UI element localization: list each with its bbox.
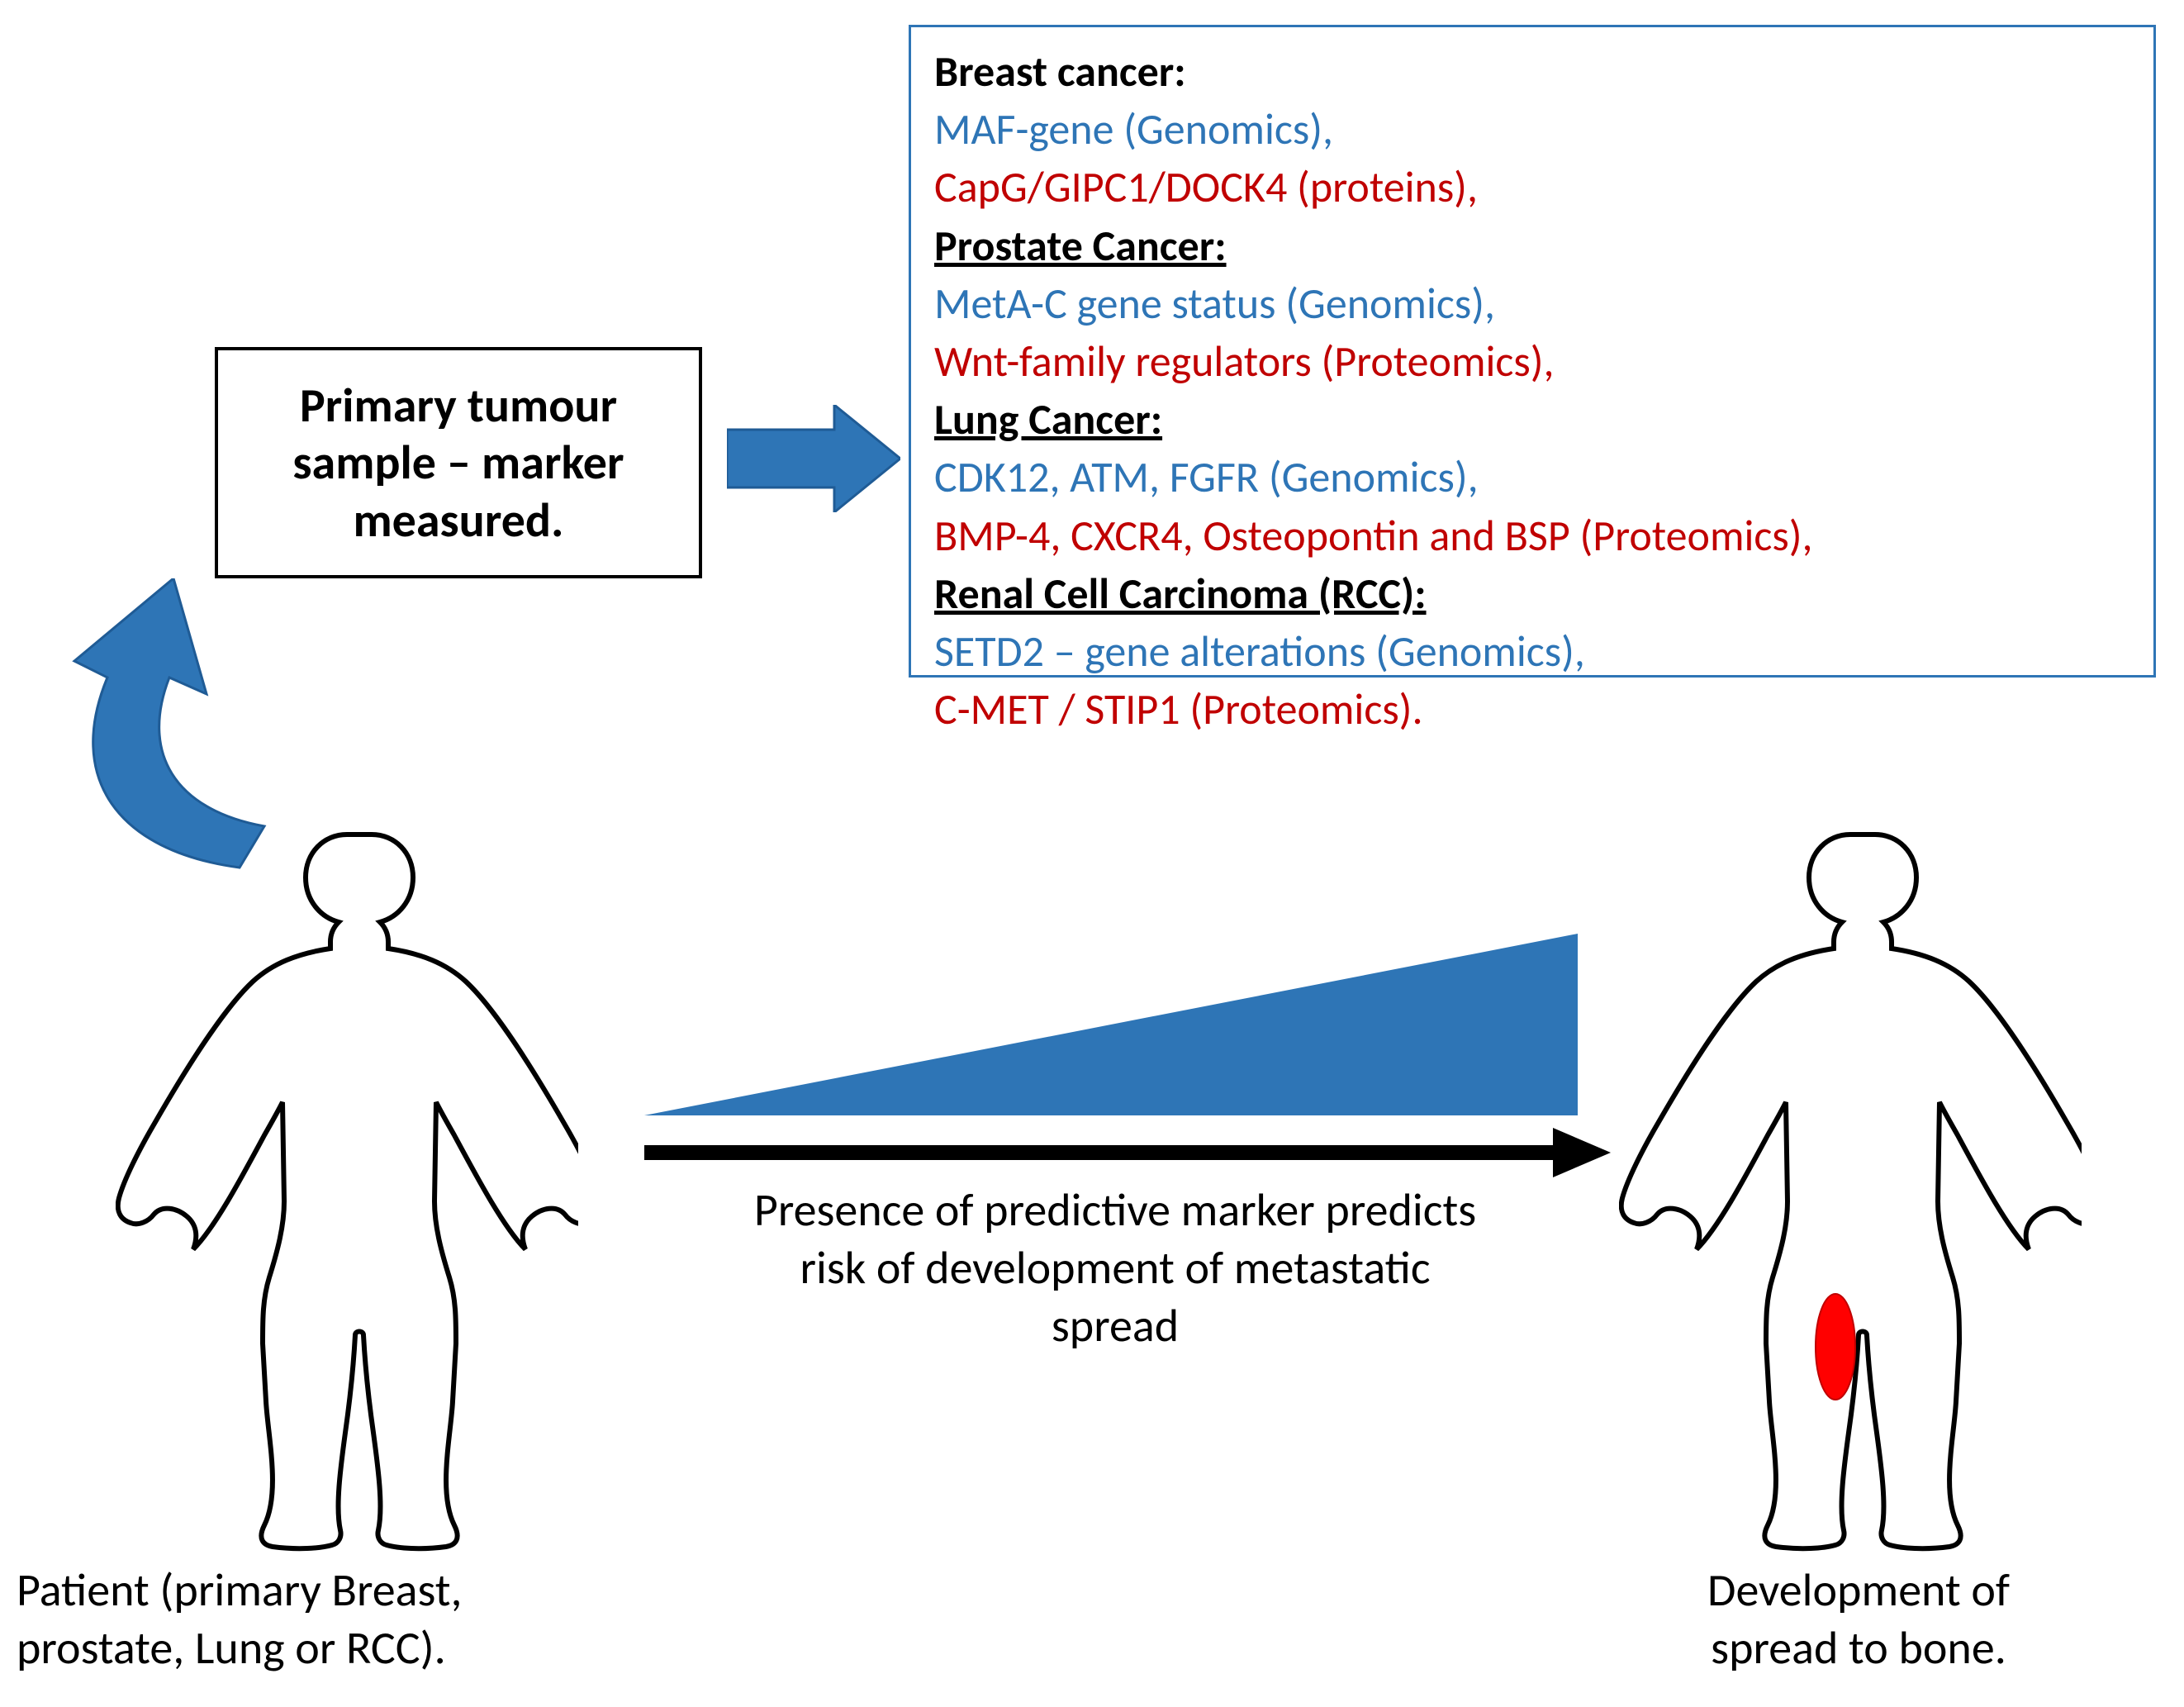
bottom-line1: Presence of predictive marker predicts: [754, 1182, 1476, 1239]
patient-caption: Patient (primary Breast, prostate, Lung …: [17, 1562, 463, 1677]
spread-caption: Development of spread to bone.: [1644, 1562, 2073, 1677]
marker-line-9: Renal Cell Carcinoma (RCC):: [934, 564, 2130, 622]
bottom-line3: spread: [1052, 1298, 1179, 1354]
progression-arrow-icon: [644, 1124, 1611, 1182]
patient-caption-line2: prostate, Lung or RCC).: [17, 1620, 446, 1676]
marker-line-11: C-MET / STIP1 (Proteomics).: [934, 680, 2130, 738]
spread-caption-line1: Development of: [1707, 1562, 2010, 1619]
marker-line-7: CDK12, ATM, FGFR (Genomics),: [934, 448, 2130, 506]
patient-body-spread-icon: [1619, 826, 2082, 1553]
marker-line-2: CapG/GIPC1/DOCK4 (proteins),: [934, 158, 2130, 216]
patient-caption-line1: Patient (primary Breast,: [17, 1562, 463, 1619]
primary-box-line1: Primary tumour: [300, 376, 617, 435]
marker-line-4: MetA-C gene status (Genomics),: [934, 274, 2130, 332]
bone-tumor-marker: [1816, 1294, 1855, 1400]
marker-line-8: BMP-4, CXCR4, Osteopontin and BSP (Prote…: [934, 506, 2130, 564]
bottom-caption: Presence of predictive marker predicts r…: [644, 1182, 1586, 1355]
primary-tumour-box: Primary tumour sample – marker measured.: [215, 347, 702, 578]
marker-line-0: Breast cancer:: [934, 42, 2130, 100]
marker-line-6: Lung Cancer:: [934, 390, 2130, 448]
right-arrow-icon: [727, 405, 900, 512]
marker-line-5: Wnt-family regulators (Proteomics),: [934, 332, 2130, 390]
spread-caption-line2: spread to bone.: [1711, 1620, 2006, 1676]
marker-line-1: MAF-gene (Genomics),: [934, 100, 2130, 158]
primary-box-line2: sample – marker: [292, 433, 624, 492]
marker-list-box: Breast cancer:MAF-gene (Genomics),CapG/G…: [909, 25, 2156, 678]
bottom-line2: risk of development of metastatic: [800, 1240, 1430, 1296]
patient-body-icon: [116, 826, 578, 1553]
risk-wedge-icon: [644, 934, 1578, 1115]
marker-line-3: Prostate Cancer:: [934, 216, 2130, 274]
primary-box-line3: measured.: [353, 491, 563, 549]
marker-line-10: SETD2 – gene alterations (Genomics),: [934, 622, 2130, 680]
diagram-canvas: Primary tumour sample – marker measured.…: [0, 0, 2184, 1707]
